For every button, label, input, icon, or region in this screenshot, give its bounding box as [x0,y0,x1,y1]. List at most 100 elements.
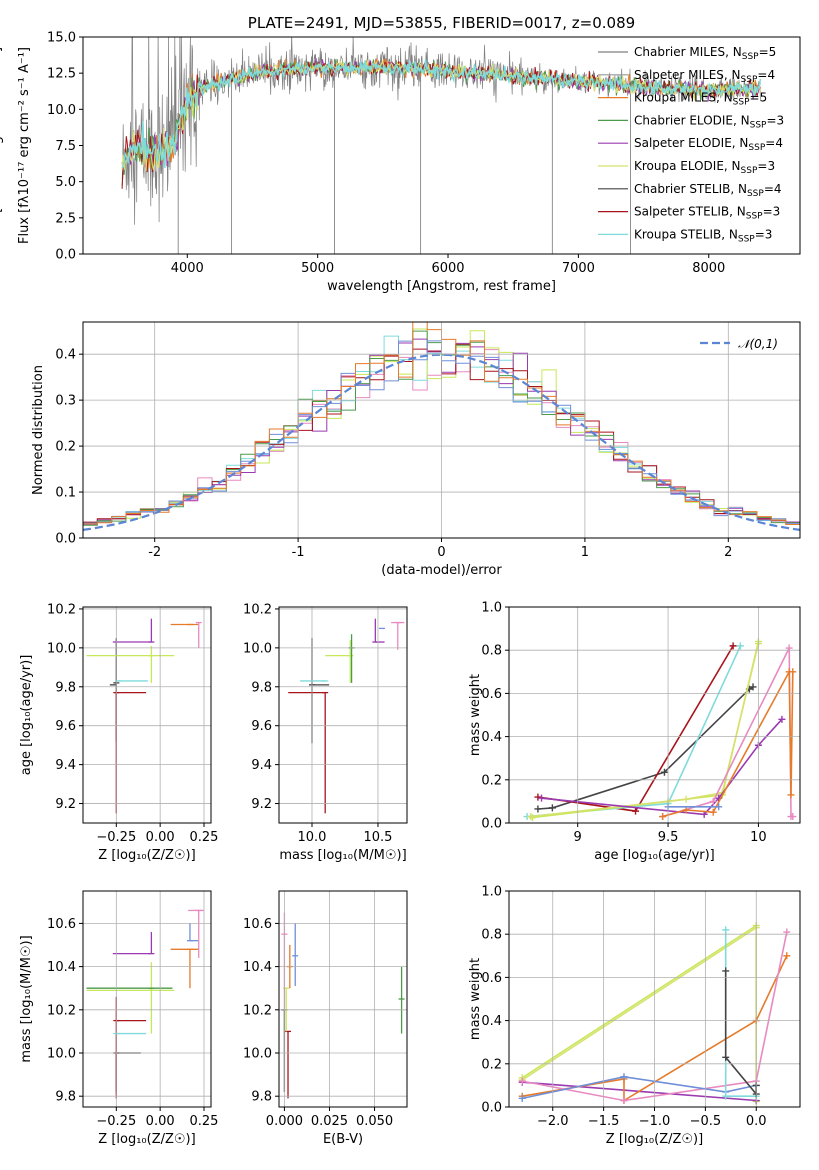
axes-frame [278,606,408,824]
x-axis-label: Z [log₁₀(Z/Z☉)] [606,1132,703,1147]
x-axis-label: Z [log₁₀(Z/Z☉)] [98,848,195,863]
series-line-6 [724,929,757,1097]
y-tick-label: 0.2 [481,773,502,788]
point-errorbar [195,621,202,648]
point-errorbar [86,962,175,1034]
y-tick-label: 7.5 [55,139,76,154]
y-tick-label: 0.0 [55,532,76,547]
x-tick-label: 10.0 [298,830,327,845]
series-marker [722,1053,730,1061]
x-tick-label: 0.25 [190,1114,219,1129]
series-marker [682,806,690,814]
legend: Chabrier MILES, NSSP=5 Salpeter MILES, NS… [598,45,784,244]
y-tick-label: 10.4 [243,960,272,975]
y-tick-label: 9.6 [251,719,272,734]
series-line-2 [527,645,742,818]
y-tick-label: 9.8 [55,1090,76,1105]
x-tick-label: 6000 [431,261,464,276]
y-axis-label: mass weight [468,958,483,1040]
series-marker [722,1092,730,1100]
series-marker [682,795,690,803]
y-tick-label: 0.8 [481,928,502,943]
x-tick-label: 0.0 [746,1114,767,1129]
y-tick-label: 9.2 [55,797,76,812]
legend-entry: Salpeter STELIB, NSSP=3 [634,205,780,222]
y-tick-label: 1.0 [481,885,502,900]
x-tick-label: 0.025 [311,1114,348,1129]
series-marker [534,793,542,801]
series-line-1 [537,645,734,812]
series-marker [518,1094,526,1102]
series-marker [778,715,786,723]
series-marker [620,1073,628,1081]
y-tick-label: 0.2 [55,440,76,455]
legend-entry: Salpeter MILES, NSSP=4 [634,68,775,85]
y-tick-label: 10.0 [243,1047,272,1062]
y-tick-label: 10.0 [47,1047,76,1062]
y-tick-label: 0.4 [55,348,76,363]
series-marker [749,683,757,691]
x-axis-label: mass [log₁₀(M/M☉)] [279,848,406,863]
point-errorbar [325,640,354,683]
point-errorbar [113,1052,141,1092]
y-axis-label: Flux [fλ10⁻¹⁷ erg cm⁻² s⁻¹ A⁻¹] [17,47,32,244]
series-line-1 [521,926,757,1101]
chart-title: PLATE=2491, MJD=53855, FIBERID=0017, z=0… [248,14,635,32]
plot-area [523,638,797,822]
legend-entry: Kroupa ELODIE, NSSP=3 [634,159,775,176]
point-errorbar [113,996,147,1099]
point-errorbar [292,923,299,987]
series-marker [736,642,744,650]
series-marker [783,952,791,960]
y-tick-label: 5.0 [55,175,76,190]
x-tick-label: 2 [724,545,732,560]
x-tick-label: −1.0 [639,1114,671,1129]
y-tick-label: 0.3 [55,394,76,409]
x-tick-label: 0.00 [146,830,175,845]
chart-weight-vs-age: 9 9.5 10 0.0 0.2 0.4 0.6 0.8 1.0 age [log₁₀(age/y… [468,601,801,863]
y-tick-label: 0.6 [481,971,502,986]
x-tick-label: 10 [750,830,767,845]
y-tick-label: 10.2 [243,1003,272,1018]
series-marker [659,813,667,821]
x-tick-label: −0.25 [96,830,136,845]
y-tick-label: 0.8 [481,644,502,659]
legend-entry: Chabrier STELIB, NSSP=4 [634,182,782,199]
y-axis-label: mass [log₁₀(M/M☉)] [19,935,34,1062]
chart-mass-vs-EBV: 0.000 0.025 0.050 9.8 10.0 10.2 10.4 10.6 E(B-V) [243,890,408,1147]
y-tick-label: 9.4 [251,758,272,773]
x-tick-label: -1 [292,545,305,560]
x-axis-label: wavelength [Angstrom, rest frame] [327,279,556,294]
y-tick-label: 10.0 [47,641,76,656]
point-errorbar [112,932,155,955]
point-errorbar [372,618,385,643]
y-tick-label: 9.8 [251,1090,272,1105]
y-tick-label: 9.4 [55,758,76,773]
point-errorbar [398,966,405,1034]
x-tick-label: 1 [581,545,589,560]
y-tick-label: 0.4 [481,730,502,745]
series-model-5 [121,59,762,169]
chart-age-vs-mass: 10.0 10.5 9.2 9.4 9.6 9.8 10.0 10.2 mass [log₁₀(… [243,602,408,863]
series-marker [787,791,795,799]
axes-frame [82,36,801,255]
point-errorbar [86,645,175,683]
legend-entry: Salpeter ELODIE, NSSP=4 [634,136,783,153]
point-errorbar [188,909,204,958]
y-tick-label: 0.2 [481,1057,502,1072]
chart-spectrum: 4000 5000 6000 7000 8000 0.0 2.5 5.0 7.5 10.0 12.5… [0,14,801,294]
x-tick-label: −2.0 [537,1114,569,1129]
y-tick-label: 15.0 [47,31,76,46]
point-errorbar [113,691,147,814]
x-tick-label: 0.00 [146,1114,175,1129]
series-marker [729,642,737,650]
y-tick-label: 1.0 [481,601,502,616]
y-axis-label: mass weight [468,674,483,756]
series-marker [722,967,730,975]
series-line-4 [522,931,788,1102]
series-marker [722,926,730,934]
y-tick-label: 0.1 [55,486,76,501]
axes-frame [82,321,801,539]
axes-frame [508,890,801,1108]
legend-entry: Kroupa STELIB, NSSP=3 [634,227,772,244]
